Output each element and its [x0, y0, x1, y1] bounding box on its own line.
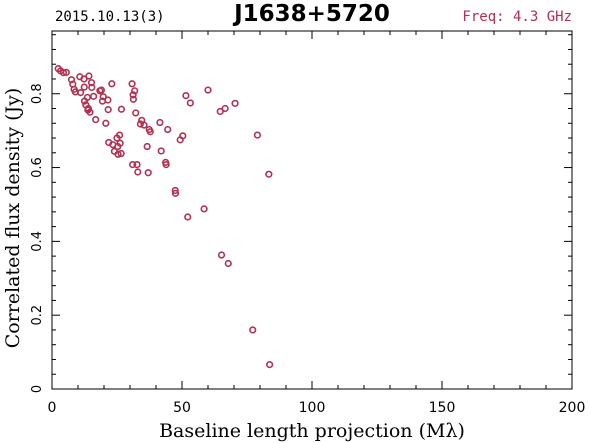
y-tick-labels: 0 0.2 0.4 0.6 0.8 [30, 83, 45, 393]
data-point [131, 87, 139, 95]
data-point [179, 132, 187, 140]
data-point [129, 161, 137, 169]
data-point [114, 150, 122, 158]
x-tick-label: 200 [559, 400, 586, 416]
data-point [217, 251, 226, 259]
data-point [115, 131, 124, 139]
data-point [156, 118, 164, 127]
data-point [134, 168, 142, 176]
data-point [108, 80, 116, 88]
data-point [221, 104, 229, 113]
data-point [97, 86, 105, 94]
observation-date: 2015.10.13(3) [55, 9, 165, 25]
data-point [143, 142, 151, 151]
data-point [117, 149, 125, 158]
data-point [59, 69, 68, 77]
data-point [146, 128, 154, 136]
data-point [99, 93, 107, 101]
y-tick-label: 0.8 [30, 83, 45, 104]
data-point [249, 326, 257, 334]
data-point [104, 106, 112, 114]
data-point [80, 83, 88, 91]
data-point [204, 86, 212, 94]
data-point [102, 119, 110, 127]
data-point [164, 125, 172, 134]
frequency-label: Freq: 4.3 GHz [462, 9, 572, 25]
data-point [266, 361, 274, 369]
data-point [171, 186, 179, 195]
data-point [129, 91, 137, 99]
data-point [133, 161, 141, 169]
x-tick-labels: 0 50 100 150 200 [48, 400, 586, 416]
data-point [136, 120, 144, 128]
chart-title: J1638+5720 [232, 1, 390, 27]
data-point [224, 259, 232, 268]
data-point [132, 109, 140, 117]
data-point [184, 213, 192, 221]
x-tick-label: 150 [429, 400, 456, 416]
data-point [253, 131, 261, 139]
data-point [104, 96, 112, 104]
data-point [182, 91, 190, 100]
data-point [86, 108, 94, 116]
data-point [265, 170, 273, 178]
data-point [129, 95, 137, 103]
data-point [140, 121, 148, 129]
data-point [171, 189, 180, 197]
x-tick-label: 0 [48, 400, 57, 416]
y-tick-label: 0.2 [30, 305, 45, 326]
x-axis-label: Baseline length projection (Mλ) [159, 420, 465, 442]
data-point [80, 75, 88, 83]
data-point [92, 115, 100, 124]
data-point [186, 99, 194, 107]
x-tick-label: 50 [173, 400, 191, 416]
data-point [157, 147, 165, 155]
data-point [88, 83, 96, 92]
data-point [67, 76, 76, 84]
data-point [231, 99, 239, 107]
data-point [216, 107, 224, 116]
data-point [128, 80, 136, 88]
data-point [76, 89, 85, 97]
data-point [117, 105, 126, 113]
y-tick-label: 0.4 [30, 231, 45, 252]
data-points [54, 65, 274, 369]
data-point [85, 72, 93, 80]
data-point [84, 104, 92, 113]
data-point [162, 161, 170, 169]
x-tick-label: 100 [299, 400, 326, 416]
data-point [116, 139, 124, 147]
y-tick-label: 0 [30, 385, 45, 393]
data-point [144, 169, 152, 177]
y-tick-label: 0.6 [30, 157, 45, 178]
data-point [89, 92, 98, 100]
data-point [83, 93, 91, 102]
y-axis-label: Correlated flux density (Jy) [2, 88, 24, 349]
axis-ticks [51, 31, 573, 390]
data-point [200, 205, 208, 213]
data-point [62, 68, 70, 76]
